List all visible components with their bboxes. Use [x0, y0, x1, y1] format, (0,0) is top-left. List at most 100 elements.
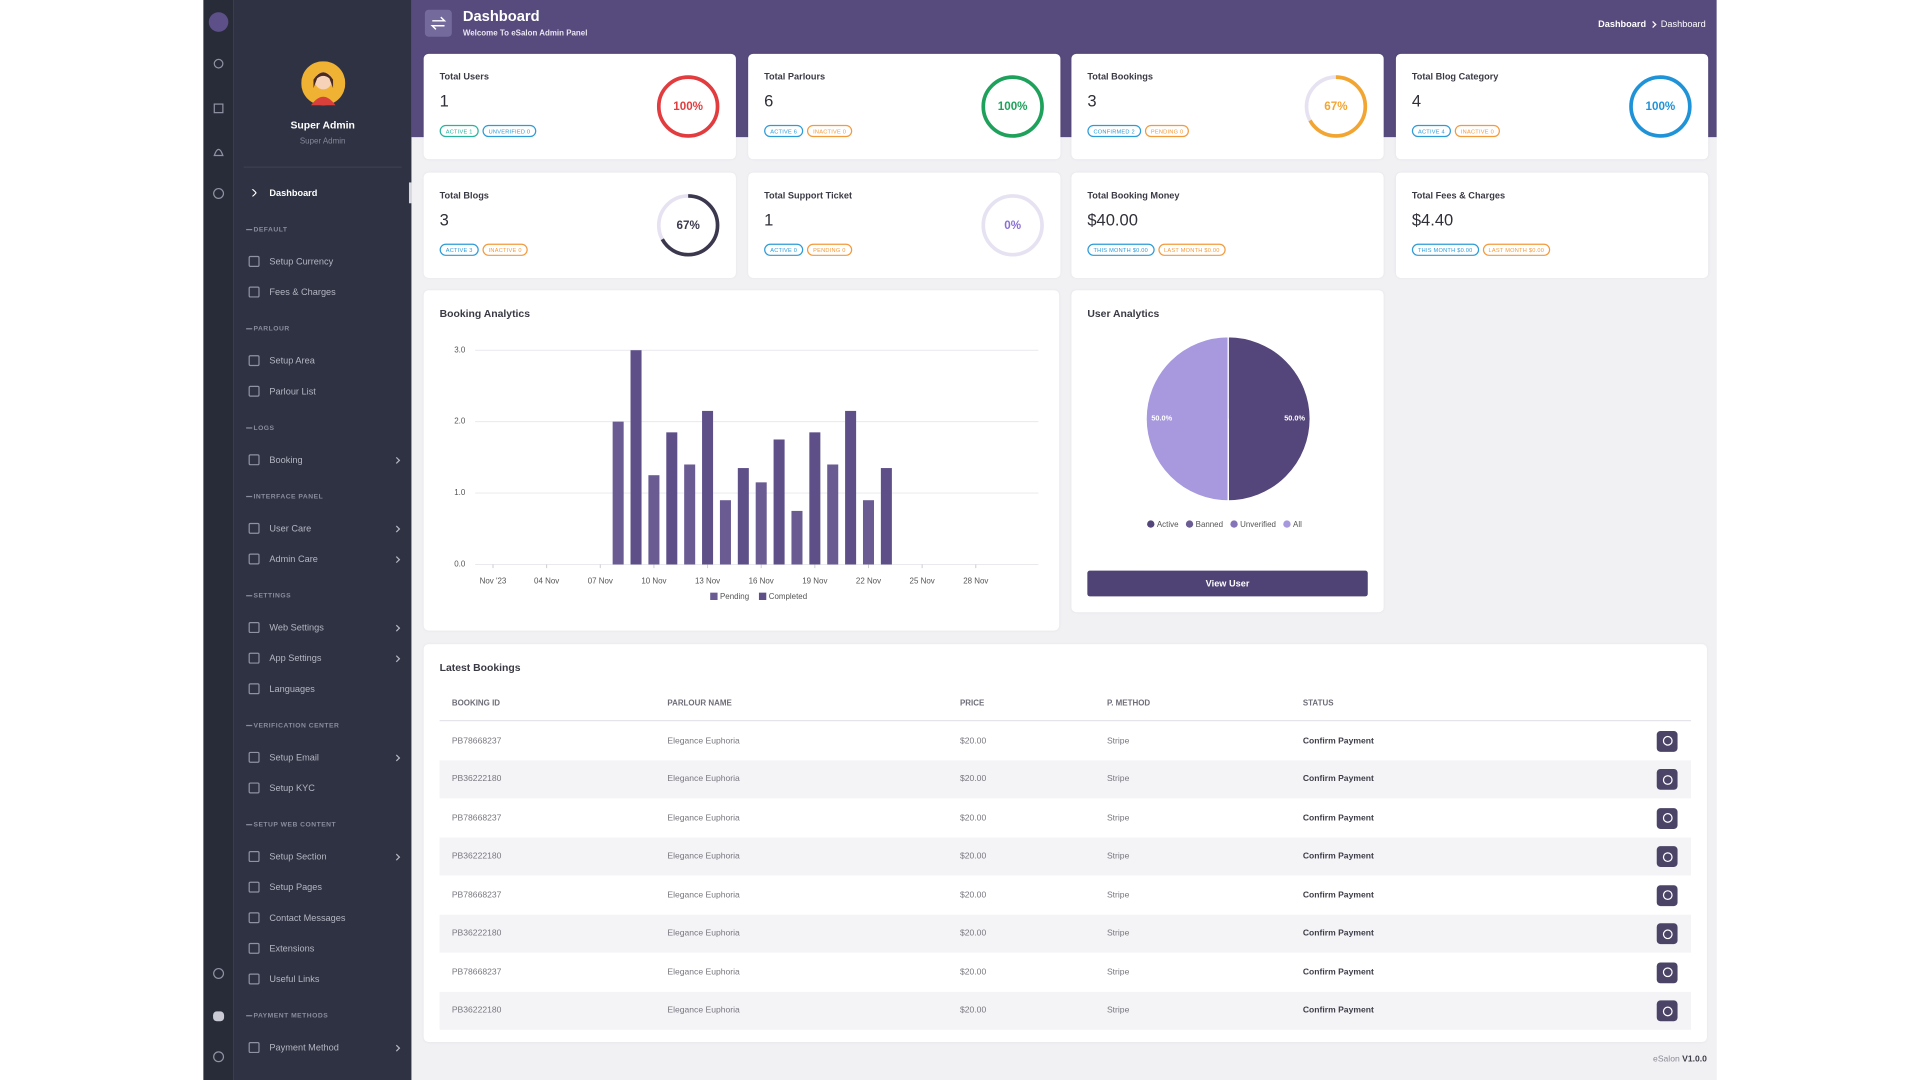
table-cell: $20.00 [960, 775, 987, 784]
ring-arc [981, 75, 1044, 138]
breadcrumb-link[interactable]: Dashboard [1598, 18, 1647, 30]
menu-item[interactable]: Setup Pages [234, 872, 412, 903]
table-cell: Elegance Euphoria [667, 775, 740, 784]
ring-label: 0% [1004, 219, 1021, 232]
menu-item[interactable]: Useful Links [234, 964, 412, 995]
view-user-button[interactable]: View User [1087, 570, 1368, 597]
section-dash [246, 824, 253, 826]
badge-row: ACTIVE 6 INACTIVE 0 [764, 124, 853, 138]
table-cell: Confirm Payment [1302, 967, 1374, 977]
menu-item[interactable]: Setup Email [234, 742, 412, 773]
bar [702, 410, 714, 565]
search-icon[interactable] [213, 58, 224, 69]
menu-item[interactable]: Setup Section [234, 841, 412, 872]
menu-section: VERIFICATION CENTER [234, 704, 412, 742]
table-cell: Elegance Euphoria [667, 852, 740, 861]
badge: CONFIRMED 2 [1087, 124, 1142, 138]
action-button[interactable] [1656, 730, 1678, 752]
bar [755, 482, 767, 565]
bar [827, 464, 839, 565]
action-button[interactable] [1656, 768, 1678, 790]
table-cell: Confirm Payment [1302, 890, 1374, 900]
legend-swatch [1230, 520, 1238, 528]
action-button[interactable] [1656, 961, 1678, 983]
badge: THIS MONTH $0.00 [1087, 243, 1155, 256]
section-dash [246, 724, 253, 727]
badge: ACTIVE 3 [439, 243, 479, 256]
menu-section: SETUP WEB CONTENT [234, 803, 412, 841]
menu-item[interactable]: Admin Care [234, 544, 412, 575]
menu-item[interactable]: App Settings [234, 643, 412, 674]
table-cell: $20.00 [960, 890, 987, 900]
menu-item[interactable]: Payment Method [234, 1032, 412, 1063]
menu-item[interactable]: User Care [234, 513, 412, 544]
menu-item[interactable]: Setup KYC [234, 773, 412, 804]
card-value: 4 [1411, 91, 1422, 111]
menu-item[interactable]: Parlour List [234, 376, 412, 407]
avatar [301, 61, 346, 106]
grid-icon[interactable] [213, 103, 224, 114]
legend-label: Pending [720, 592, 749, 601]
badge: INACTIVE 0 [482, 243, 528, 256]
table-row: PB78668237 Elegance Euphoria $20.00 Stripe C… [440, 953, 1691, 991]
x-tick-label: 19 Nov [802, 577, 827, 586]
menu-item[interactable]: Dashboard [234, 178, 412, 209]
menu: Dashboard DEFAULT Setup Currency Fees & Cha… [234, 178, 412, 1063]
action-button[interactable] [1656, 807, 1678, 829]
menu-item[interactable]: Setup Area [234, 345, 412, 376]
toggle-icon [430, 16, 447, 30]
badge-row: ACTIVE 0 PENDING 0 [764, 243, 852, 256]
bell-icon[interactable] [213, 148, 224, 157]
menu-item[interactable]: Extensions [234, 933, 412, 964]
menu-item[interactable]: Contact Messages [234, 902, 412, 933]
table-cell: PB36222180 [451, 929, 502, 938]
support-icon[interactable] [213, 1011, 225, 1022]
logo [208, 12, 229, 32]
action-button[interactable] [1656, 1000, 1678, 1022]
column-header: PARLOUR NAME [667, 699, 732, 708]
menu-item[interactable]: Languages [234, 673, 412, 704]
menu-icon [248, 454, 260, 466]
menu-label: Setup Pages [269, 881, 322, 893]
x-tick-label: 13 Nov [695, 577, 720, 586]
panel-title: User Analytics [1087, 307, 1160, 320]
menu-item[interactable]: Fees & Charges [234, 277, 412, 308]
bar [684, 464, 696, 565]
settings-icon[interactable] [213, 967, 225, 979]
y-tick-label: 1.0 [454, 488, 466, 497]
bar [845, 410, 857, 565]
menu-icon [248, 188, 258, 198]
menu-label: Fees & Charges [269, 286, 336, 298]
bar-chart: 0.0 1.0 2.0 3.0 Nov '23 04 Nov 07 Nov 10 Nov 13 … [454, 345, 1039, 601]
section-title: PAYMENT METHODS [253, 1012, 329, 1020]
y-tick-label: 0.0 [454, 560, 466, 569]
action-button[interactable] [1656, 923, 1678, 945]
chevron [393, 853, 401, 860]
legend-swatch [758, 592, 767, 600]
user-analytics: User Analytics 50.0% 50.0% Active Banned Unv… [1071, 290, 1384, 613]
chevron [393, 524, 401, 532]
card-title: Total Booking Money [1087, 189, 1180, 201]
logout-icon[interactable] [213, 1051, 225, 1063]
menu-label: App Settings [269, 652, 322, 664]
stat-card: Total Booking Money $40.00 THIS MONTH $0.0… [1071, 172, 1384, 278]
menu-item[interactable]: Setup Currency [234, 246, 412, 277]
badge: ACTIVE 1 [439, 124, 479, 138]
menu-toggle[interactable] [424, 9, 452, 37]
table-row: PB36222180 Elegance Euphoria $20.00 Stripe C… [439, 760, 1692, 799]
section-title: VERIFICATION CENTER [253, 721, 340, 730]
column-header: P. METHOD [1106, 699, 1151, 708]
menu-label: Useful Links [269, 973, 320, 985]
menu-item[interactable]: Booking [234, 444, 412, 475]
legend-swatch [1185, 520, 1194, 528]
menu-label: User Care [269, 522, 312, 534]
menu-section: DEFAULT [234, 208, 412, 246]
legend-label: Unverified [1240, 520, 1276, 529]
action-button[interactable] [1656, 884, 1678, 906]
progress-ring: 67% [656, 194, 720, 257]
help-icon[interactable] [213, 187, 225, 199]
action-button[interactable] [1656, 846, 1678, 867]
chevron [393, 753, 401, 761]
menu-item[interactable]: Web Settings [234, 612, 412, 643]
stat-card: Total Users 1 ACTIVE 1 UNVERIFIED 0 100% [423, 53, 736, 160]
